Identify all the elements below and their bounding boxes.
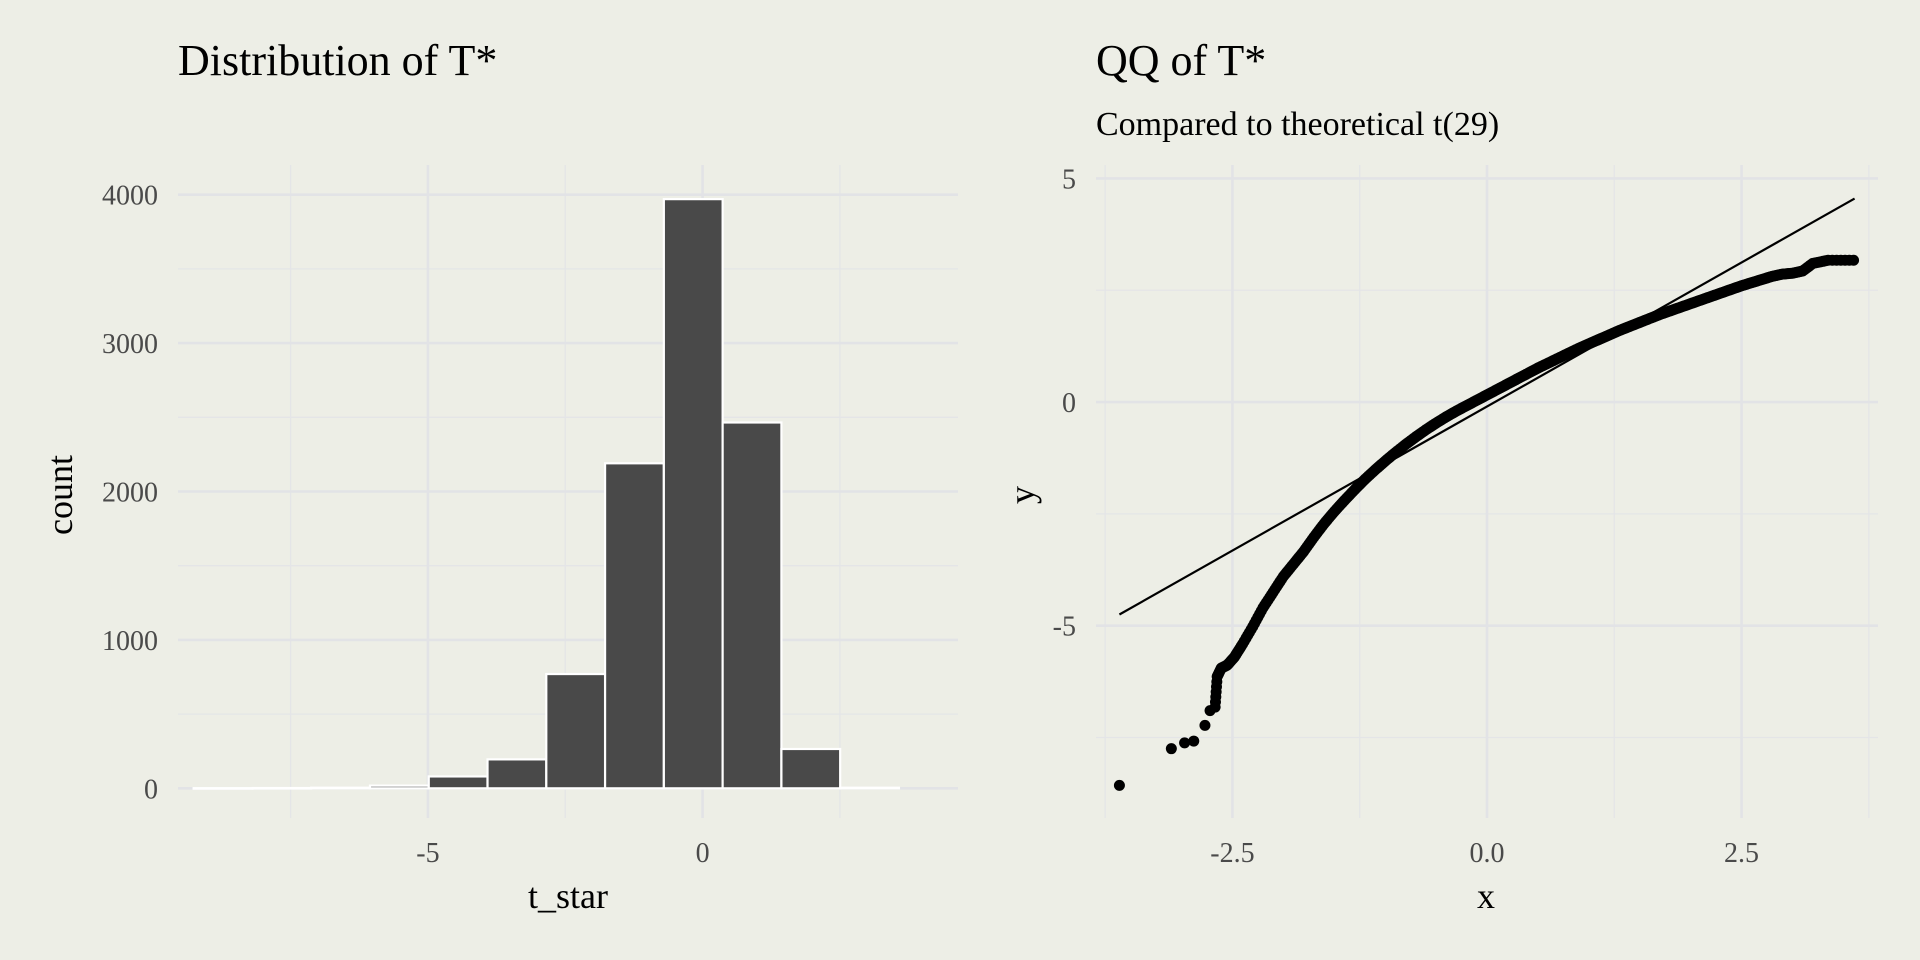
histogram-x-tick-label: -5 — [416, 838, 439, 869]
qq-title: QQ of T* — [1096, 36, 1266, 85]
histogram-bar — [486, 758, 548, 790]
histogram-bar — [545, 672, 607, 790]
qq-subtitle: Compared to theoretical t(29) — [1096, 106, 1499, 143]
qq-point — [1165, 743, 1177, 755]
qq-x-ticks: -2.5 0.0 2.5 — [1210, 838, 1759, 869]
histogram-bar — [310, 786, 372, 790]
qq-point — [1188, 735, 1200, 747]
histogram-x-axis-title: t_star — [528, 876, 608, 916]
qq-y-tick-label: 5 — [1062, 164, 1076, 195]
histogram-bars — [192, 198, 901, 790]
qq-x-axis-title: x — [1477, 876, 1495, 916]
qq-panel: QQ of T* Compared to theoretical t(29) -… — [1002, 36, 1878, 916]
qq-points — [1113, 254, 1860, 791]
histogram-bar — [251, 786, 313, 790]
histogram-panel: Distribution of T* 0 1000 2000 3000 4000 -5 0… — [40, 36, 958, 916]
qq-point — [1843, 254, 1855, 266]
qq-x-tick-label: -2.5 — [1210, 838, 1254, 869]
histogram-bar — [603, 462, 665, 790]
histogram-bar — [368, 784, 430, 790]
histogram-bar — [721, 421, 783, 790]
qq-point — [1179, 737, 1191, 749]
qq-x-tick-label: 0.0 — [1470, 838, 1505, 869]
qq-reference-line — [1118, 197, 1856, 616]
qq-y-axis-title: y — [1002, 486, 1042, 504]
histogram-y-axis-title: count — [40, 455, 80, 535]
histogram-bar — [192, 787, 254, 790]
qq-y-tick-label: 0 — [1062, 388, 1076, 419]
histogram-x-tick-label: 0 — [696, 838, 710, 869]
histogram-bar — [780, 747, 842, 790]
histogram-y-tick-label: 3000 — [102, 329, 158, 360]
histogram-y-tick-label: 1000 — [102, 626, 158, 657]
histogram-bar — [662, 198, 724, 790]
histogram-y-ticks: 0 1000 2000 3000 4000 — [102, 181, 158, 806]
histogram-bar — [839, 786, 901, 790]
qq-y-ticks: -5 0 5 — [1053, 164, 1076, 642]
qq-point — [1199, 719, 1211, 731]
histogram-y-tick-label: 0 — [144, 774, 158, 805]
qq-x-tick-label: 2.5 — [1724, 838, 1759, 869]
qq-point — [1113, 779, 1125, 791]
histogram-y-tick-label: 2000 — [102, 478, 158, 509]
histogram-x-ticks: -5 0 — [416, 838, 709, 869]
qq-y-tick-label: -5 — [1053, 612, 1076, 643]
histogram-title: Distribution of T* — [178, 36, 497, 85]
qq-reference-line-group — [1118, 197, 1856, 616]
qq-grid — [1096, 165, 1878, 818]
histogram-bar — [427, 775, 489, 790]
histogram-y-tick-label: 4000 — [102, 181, 158, 212]
